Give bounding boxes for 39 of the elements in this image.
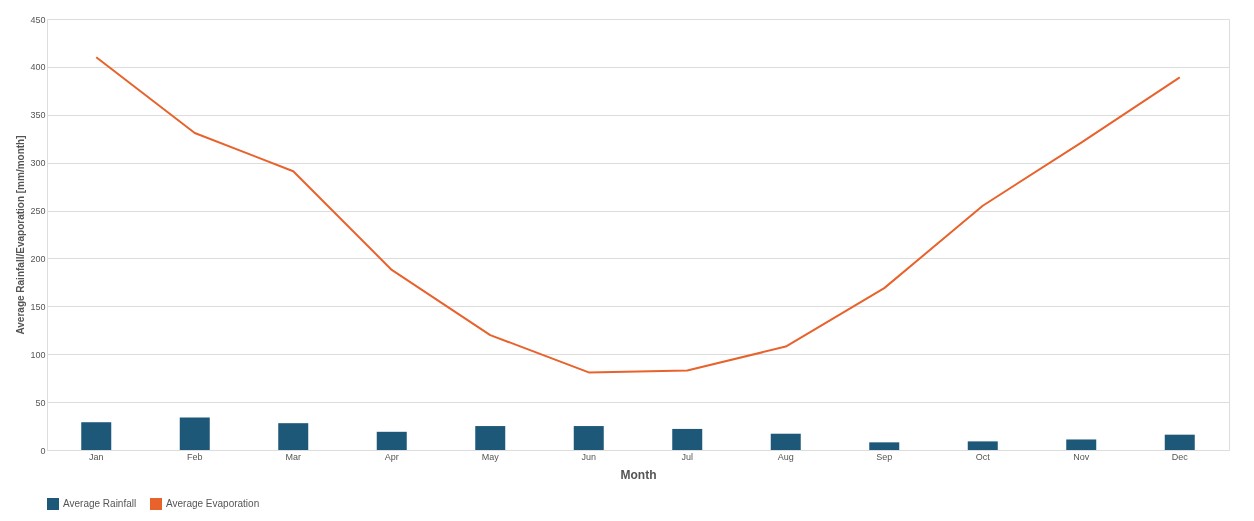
y-axis-title: Average Rainfall/Evaporation [mm/month] [15,135,27,335]
y-tick-label: 250 [30,206,46,217]
line-series [95,56,1181,374]
x-tick-label: Sep [876,451,893,462]
bar [1164,434,1195,450]
y-tick-label: 350 [30,110,46,121]
bar [869,442,900,450]
bar [967,441,998,450]
x-tick-label: Oct [975,451,991,462]
x-tick-label: Jun [581,451,597,462]
bar [278,423,309,450]
bar [573,426,604,450]
x-tick-label: Nov [1073,451,1090,462]
x-axis-title: Month [620,467,657,482]
legend-label: Average Rainfall [63,498,137,509]
bar [81,422,112,450]
y-tick-label: 200 [30,253,46,264]
x-tick-label: Feb [186,451,203,462]
x-tick-label: Jul [681,451,694,462]
y-tick-label: 300 [30,158,46,169]
legend-label: Average Evaporation [166,498,260,509]
y-tick-label: 400 [30,62,46,73]
x-tick-label: Jan [88,451,104,462]
y-tick-label: 150 [30,301,46,312]
bar [376,431,407,450]
bar [1066,439,1097,450]
bar [475,426,506,450]
y-tick-label: 0 [40,445,46,456]
y-tick-label: 100 [30,349,46,360]
y-tick-label: 450 [30,14,46,25]
x-tick-label: Mar [285,451,301,462]
bar [770,433,801,450]
bar [672,428,703,450]
y-tick-label: 50 [35,397,46,408]
x-tick-label: Apr [384,451,399,462]
x-tick-label: Aug [777,451,794,462]
bar [179,417,210,450]
x-tick-label: May [481,451,500,462]
x-tick-label: Dec [1171,451,1189,462]
